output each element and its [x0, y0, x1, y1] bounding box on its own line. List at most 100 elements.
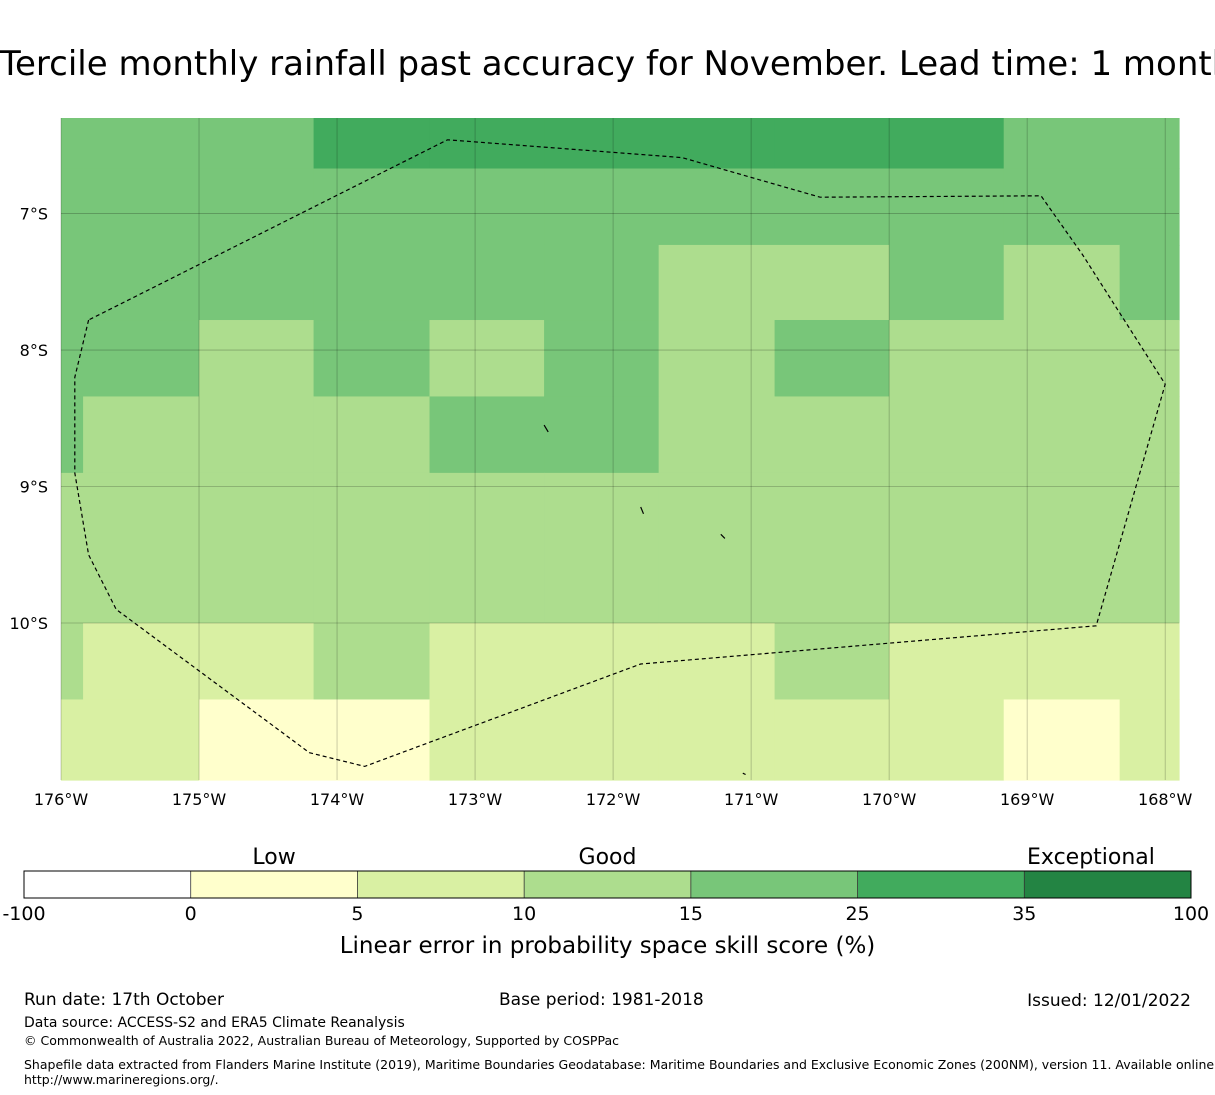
latitude-tick-label: 10°S: [9, 614, 48, 633]
skill-cell: [429, 244, 545, 321]
colorbar-segment: [690, 871, 858, 898]
skill-cell: [658, 244, 776, 321]
skill-cell: [1119, 472, 1180, 624]
skill-cell: [313, 623, 431, 701]
skill-cell: [774, 168, 890, 246]
skill-cell: [199, 396, 315, 474]
skill-cell: [429, 699, 545, 781]
skill-cell: [313, 472, 431, 624]
skill-cell: [774, 396, 890, 474]
longitude-axis: 176°W 175°W 174°W 173°W 172°W 171°W 170°W 169°W…: [34, 790, 1193, 809]
skill-cell: [61, 244, 84, 321]
longitude-tick-label: 172°W: [586, 790, 641, 809]
skill-cell: [889, 244, 1005, 321]
skill-cell: [1003, 244, 1121, 321]
skill-cell: [889, 472, 1005, 624]
skill-cell: [1119, 623, 1180, 701]
skill-cell: [429, 396, 545, 474]
eez-boundary: [74, 139, 1166, 768]
skill-cell: [658, 472, 776, 624]
skill-cell: [774, 244, 890, 321]
skill-cell: [889, 118, 1005, 170]
data-source: Data source: ACCESS-S2 and ERA5 Climate …: [24, 1015, 405, 1031]
skill-cell: [83, 168, 200, 246]
skill-cell: [61, 396, 84, 474]
colorbar-tick-label: 0: [185, 903, 197, 925]
skill-cell: [199, 168, 315, 246]
colorbar-category-label: Low: [252, 845, 295, 870]
colorbar-tick-label: 35: [1012, 903, 1036, 925]
longitude-tick-label: 170°W: [862, 790, 917, 809]
colorbar-outline: [23, 870, 1192, 899]
skill-cell: [199, 320, 315, 398]
longitude-tick-label: 173°W: [448, 790, 503, 809]
colorbar: -100 0 5 10 15 25 35 100 Low Good Exceptional Linea…: [2, 845, 1209, 959]
skill-cell: [774, 320, 890, 398]
colorbar-segment: [524, 871, 691, 898]
skill-cell: [658, 118, 776, 170]
skill-cell: [1003, 320, 1121, 398]
skill-cell: [1119, 118, 1180, 170]
skill-cell: [429, 472, 545, 624]
colorbar-category-label: Exceptional: [1027, 845, 1155, 870]
skill-cell: [429, 168, 545, 246]
skill-cell: [313, 396, 431, 474]
skill-cell: [199, 472, 315, 624]
colorbar-label: Linear error in probability space skill …: [340, 933, 876, 959]
colorbar-tick-label: 15: [679, 903, 703, 925]
skill-cell: [1003, 699, 1121, 781]
skill-cell: [429, 118, 545, 170]
chart-title: Tercile monthly rainfall past accuracy f…: [0, 44, 1215, 84]
skill-cell: [544, 699, 660, 781]
colorbar-segment: [1024, 871, 1191, 898]
skill-cell: [313, 118, 431, 170]
skill-cell: [774, 699, 890, 781]
copyright: © Commonwealth of Australia 2022, Austra…: [24, 1033, 619, 1048]
graticule: [60, 118, 1179, 780]
skill-cell: [889, 396, 1005, 474]
colorbar-category-label: Good: [579, 845, 637, 870]
skill-cell: [544, 118, 660, 170]
skill-cell: [83, 396, 200, 474]
shapefile-url: http://www.marineregions.org/.: [24, 1072, 219, 1087]
longitude-tick-label: 168°W: [1138, 790, 1193, 809]
latitude-axis: 7°S 8°S 9°S 10°S: [9, 205, 48, 633]
latitude-tick-label: 8°S: [20, 341, 48, 360]
skill-cell: [83, 320, 200, 398]
skill-cell: [61, 118, 84, 170]
skill-cell: [313, 168, 431, 246]
skill-cell: [1119, 396, 1180, 474]
colorbar-segment: [857, 871, 1025, 898]
skill-cell: [889, 699, 1005, 781]
skill-cell: [658, 623, 776, 701]
skill-cell: [658, 168, 776, 246]
skill-cell: [544, 623, 660, 701]
colorbar-tick-label: 25: [845, 903, 869, 925]
skill-cell: [889, 168, 1005, 246]
colorbar-segment: [357, 871, 525, 898]
islands: [543, 424, 746, 776]
skill-cell: [313, 320, 431, 398]
skill-cell: [889, 320, 1005, 398]
skill-cell: [83, 244, 200, 321]
skill-cell: [1119, 168, 1180, 246]
island: [640, 506, 645, 515]
issued-date: Issued: 12/01/2022: [1027, 991, 1191, 1011]
skill-cell: [313, 699, 431, 781]
island: [543, 424, 549, 433]
base-period: Base period: 1981-2018: [499, 990, 704, 1010]
island: [742, 772, 746, 776]
skill-cell: [199, 118, 315, 170]
skill-cell: [61, 320, 84, 398]
colorbar-tick-label: 100: [1173, 903, 1209, 925]
longitude-tick-label: 175°W: [172, 790, 227, 809]
colorbar-tick-label: 10: [512, 903, 536, 925]
skill-cell: [61, 623, 84, 701]
latitude-tick-label: 7°S: [20, 205, 48, 224]
skill-cell: [889, 623, 1005, 701]
skill-cell: [61, 472, 84, 624]
skill-cell: [774, 118, 890, 170]
skill-cell: [61, 699, 84, 781]
colorbar-segment: [24, 871, 191, 898]
